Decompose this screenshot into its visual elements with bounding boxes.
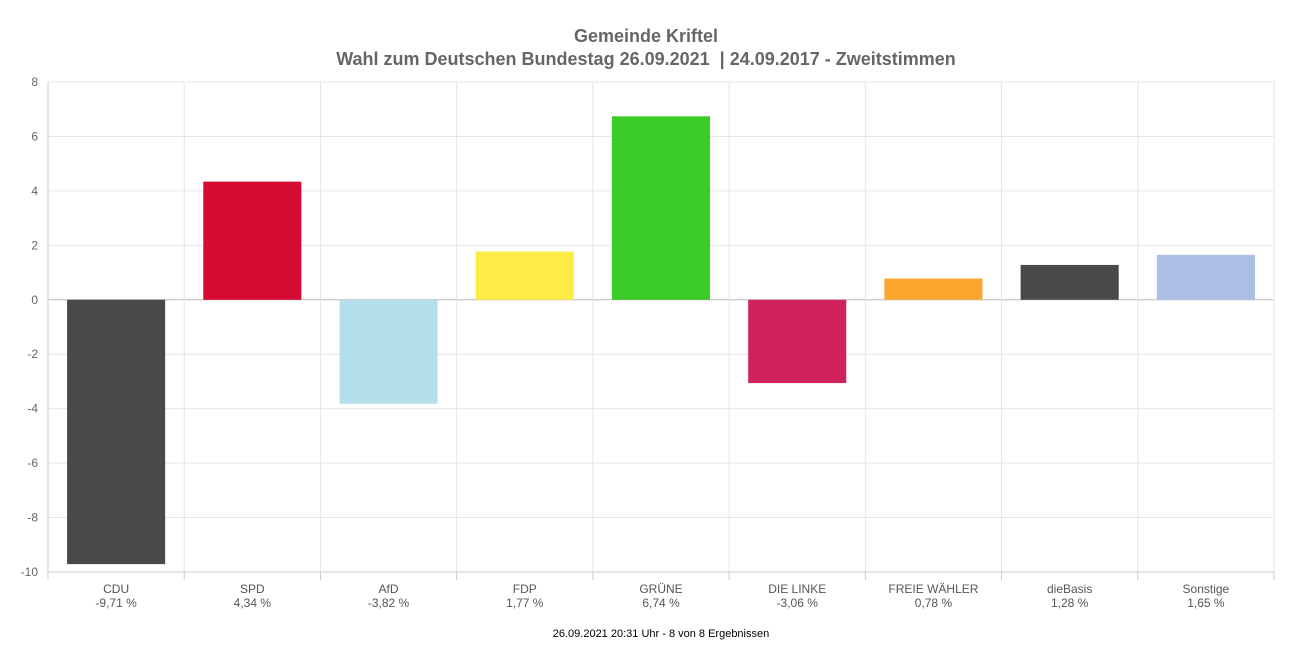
bar-diebasis[interactable] bbox=[1020, 264, 1119, 300]
bar-afd[interactable] bbox=[339, 299, 438, 404]
value-label: 1,28 % bbox=[1051, 596, 1089, 610]
category-label: Sonstige bbox=[1183, 582, 1230, 596]
chart-subtitle: Wahl zum Deutschen Bundestag 26.09.2021 … bbox=[336, 49, 956, 69]
bar-freie-wähler[interactable] bbox=[884, 278, 983, 300]
y-tick-label: 4 bbox=[31, 184, 38, 198]
y-tick-label: 8 bbox=[31, 75, 38, 89]
bar-cdu[interactable] bbox=[67, 299, 166, 565]
value-label: -3,06 % bbox=[777, 596, 819, 610]
value-label: 4,34 % bbox=[234, 596, 272, 610]
y-tick-label: -4 bbox=[27, 402, 38, 416]
category-label: dieBasis bbox=[1047, 582, 1092, 596]
category-label: GRÜNE bbox=[639, 582, 682, 596]
footer-note: 26.09.2021 20:31 Uhr - 8 von 8 Ergebniss… bbox=[553, 628, 769, 640]
bar-sonstige[interactable] bbox=[1156, 254, 1255, 300]
y-tick-label: 2 bbox=[31, 238, 38, 252]
category-label: DIE LINKE bbox=[768, 582, 826, 596]
bar-grüne[interactable] bbox=[611, 116, 711, 300]
category-label: FDP bbox=[513, 582, 537, 596]
value-label: 1,65 % bbox=[1187, 596, 1225, 610]
category-label: AfD bbox=[379, 582, 399, 596]
y-tick-label: 6 bbox=[31, 129, 38, 143]
value-label: 6,74 % bbox=[642, 596, 680, 610]
bar-spd[interactable] bbox=[203, 181, 302, 300]
category-label: FREIE WÄHLER bbox=[888, 582, 978, 596]
y-tick-label: -6 bbox=[27, 456, 38, 470]
y-tick-label: -2 bbox=[27, 347, 38, 361]
value-label: 1,77 % bbox=[506, 596, 544, 610]
y-tick-label: 0 bbox=[31, 293, 38, 307]
category-label: CDU bbox=[103, 582, 129, 596]
axes: 8 6 4 2 0 -2 -4 -6 -8 -10 bbox=[21, 75, 1275, 580]
y-tick-label: -10 bbox=[21, 565, 39, 579]
value-label: -3,82 % bbox=[368, 596, 410, 610]
chart-title: Gemeinde Kriftel bbox=[574, 26, 718, 46]
category-label: SPD bbox=[240, 582, 265, 596]
value-label: 0,78 % bbox=[915, 596, 953, 610]
y-tick-label: -8 bbox=[27, 511, 38, 525]
bar-fdp[interactable] bbox=[475, 251, 574, 300]
bar-die-linke[interactable] bbox=[748, 299, 847, 384]
bars bbox=[67, 116, 1255, 565]
value-label: -9,71 % bbox=[95, 596, 137, 610]
